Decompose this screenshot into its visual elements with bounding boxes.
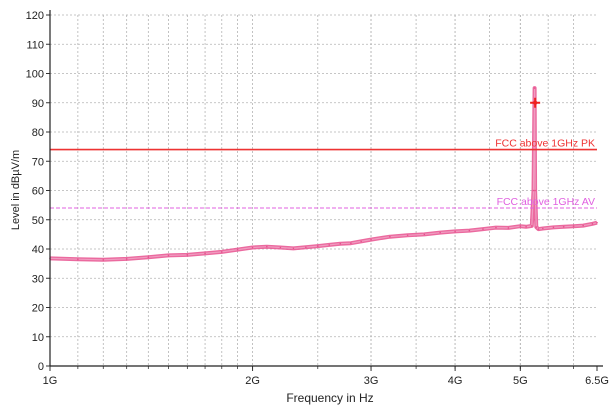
peak-marker-dot xyxy=(533,100,538,105)
trace-point xyxy=(423,233,426,236)
trace-point xyxy=(406,234,409,237)
x-tick-label: 6.5G xyxy=(585,375,609,387)
x-tick-label: 2G xyxy=(245,375,260,387)
x-tick-label: 3G xyxy=(364,375,379,387)
y-tick-label: 90 xyxy=(32,98,44,110)
trace-point xyxy=(147,256,150,258)
trace-point xyxy=(525,225,527,228)
y-tick-label: 100 xyxy=(26,69,44,81)
y-tick-label: 110 xyxy=(26,39,44,51)
trace-point xyxy=(125,258,128,260)
trace-point xyxy=(220,251,223,253)
trace-point xyxy=(562,225,565,228)
trace-point xyxy=(454,230,456,233)
trace-point xyxy=(266,245,268,248)
markers xyxy=(530,97,541,108)
trace-point xyxy=(537,228,540,230)
limit-lines: FCC above 1GHz PK FCC above 1GHz AV xyxy=(50,138,597,209)
traces xyxy=(49,86,598,262)
limit-line-label: FCC above 1GHz PK xyxy=(495,138,595,150)
y-tick-label: 80 xyxy=(32,127,44,139)
trace-point xyxy=(482,228,484,230)
x-axis-title: Frequency in Hz xyxy=(286,391,373,405)
trace-point xyxy=(360,240,362,243)
x-tick-label: 1G xyxy=(43,375,58,387)
trace-point xyxy=(535,226,538,228)
trace-point xyxy=(204,252,206,255)
trace-point xyxy=(468,229,471,232)
trace-point xyxy=(186,254,189,256)
y-tick-label: 60 xyxy=(32,186,44,198)
trace-point xyxy=(279,246,282,249)
trace-point xyxy=(519,225,522,227)
trace-point xyxy=(507,227,510,229)
trace-point xyxy=(292,247,295,250)
trace-point xyxy=(530,225,533,227)
trace-point xyxy=(533,87,536,89)
trace-point xyxy=(102,259,105,261)
y-tick-label: 120 xyxy=(26,10,44,22)
trace-point xyxy=(532,189,535,192)
peak-marker xyxy=(530,97,541,108)
y-tick-label: 40 xyxy=(32,244,44,256)
trace-point xyxy=(439,231,441,234)
trace-point xyxy=(552,226,555,229)
axes: 0 10 20 30 40 50 60 70 80 90 100 110 120 1G 2G 3G 4G 5G 6.… xyxy=(26,10,609,387)
y-tick-label: 0 xyxy=(38,361,44,373)
trace-point xyxy=(316,245,319,247)
y-tick-label: 50 xyxy=(32,215,44,227)
limit-line-label: FCC above 1GHz AV xyxy=(497,196,595,208)
y-tick-label: 30 xyxy=(32,273,44,285)
y-tick-label: 70 xyxy=(32,156,44,168)
y-tick-label: 20 xyxy=(32,303,44,315)
trace-point xyxy=(572,225,575,227)
trace-point xyxy=(77,258,79,261)
trace-point xyxy=(542,227,544,230)
trace-point xyxy=(236,248,239,251)
trace-point xyxy=(251,246,254,249)
y-axis-title: Level in dBµV/m xyxy=(10,150,22,230)
trace-point xyxy=(305,246,307,249)
trace-point xyxy=(596,221,598,224)
grid xyxy=(50,14,597,366)
y-tick-label: 10 xyxy=(32,332,44,344)
trace-point xyxy=(339,242,342,245)
trace-point xyxy=(328,244,331,246)
trace-point xyxy=(167,254,170,257)
trace-point xyxy=(495,226,497,229)
trace-point xyxy=(591,223,594,225)
trace-point xyxy=(370,238,372,241)
trace-line xyxy=(49,86,598,262)
trace-point xyxy=(350,242,352,244)
trace-point xyxy=(389,235,391,238)
x-tick-label: 4G xyxy=(448,375,463,387)
trace-point xyxy=(582,224,584,227)
trace-point xyxy=(534,189,536,192)
x-tick-label: 5G xyxy=(513,375,528,387)
trace-line-core xyxy=(49,87,598,261)
